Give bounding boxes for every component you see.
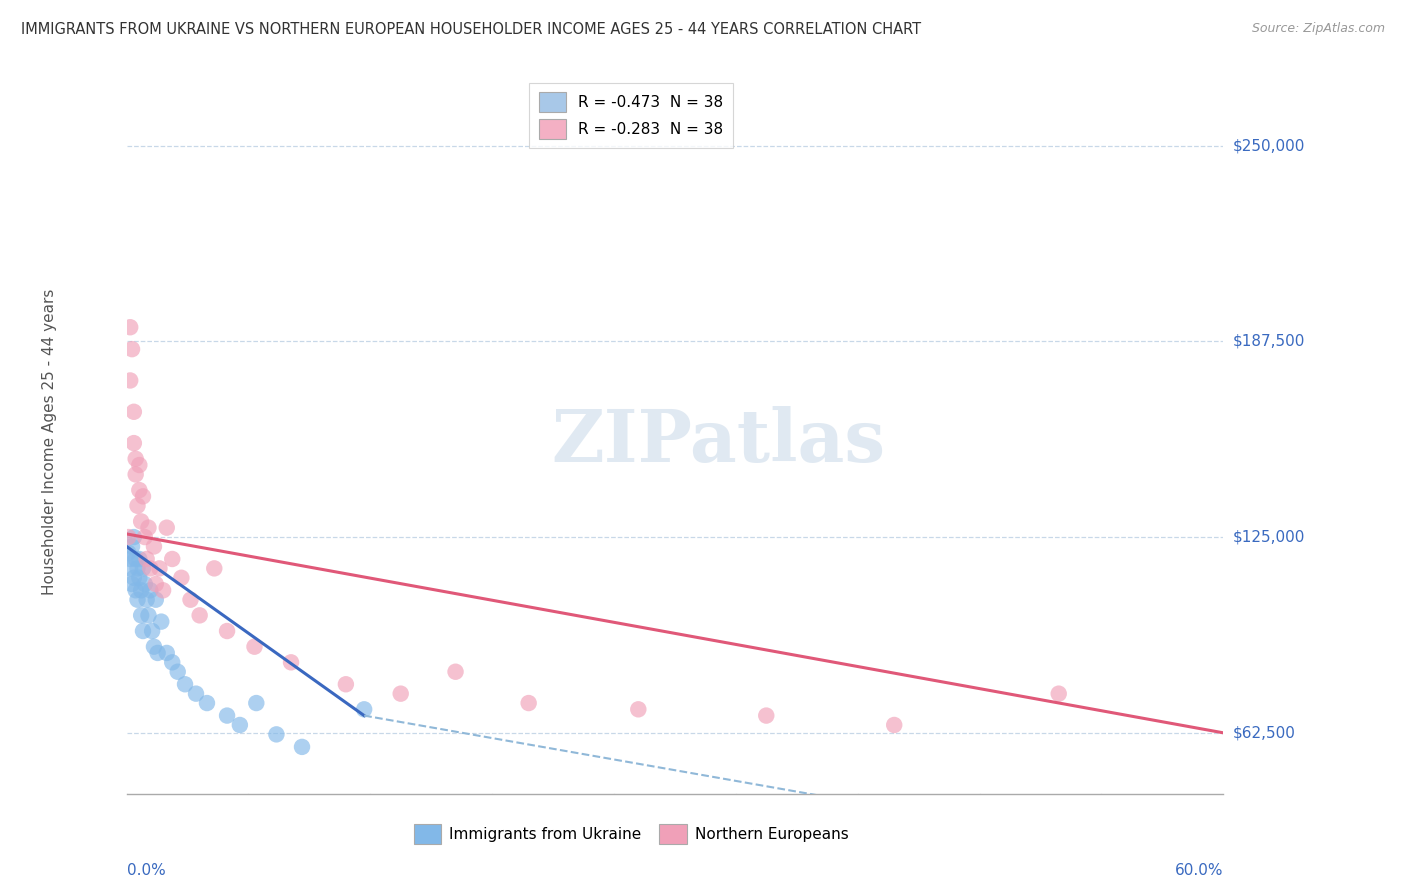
Point (122, 571, 145, 585)
Point (166, 665, 188, 679)
Point (195, 696, 218, 710)
Text: Source: ZipAtlas.com: Source: ZipAtlas.com (1251, 22, 1385, 36)
Point (132, 561, 155, 575)
Text: Householder Income Ages 25 - 44 years: Householder Income Ages 25 - 44 years (42, 288, 58, 595)
Point (389, 687, 412, 701)
Point (170, 571, 193, 585)
Point (162, 552, 183, 566)
Point (122, 530, 145, 544)
Point (162, 656, 183, 670)
Point (134, 530, 156, 544)
Point (124, 552, 148, 566)
Point (146, 646, 169, 660)
Point (117, 546, 139, 560)
Point (243, 640, 266, 654)
Point (1047, 687, 1070, 701)
Point (229, 718, 252, 732)
Text: $187,500: $187,500 (1233, 334, 1305, 349)
Point (124, 451, 148, 466)
Point (180, 592, 202, 607)
Point (145, 577, 167, 591)
Point (117, 530, 139, 544)
Point (217, 708, 239, 723)
Point (291, 739, 314, 754)
Point (122, 436, 145, 450)
Legend: Immigrants from Ukraine, Northern Europeans: Immigrants from Ukraine, Northern Europe… (408, 818, 855, 850)
Point (135, 592, 157, 607)
Point (517, 696, 540, 710)
Point (188, 608, 211, 623)
Point (280, 656, 302, 670)
Point (129, 608, 152, 623)
Point (122, 405, 145, 419)
Text: ZIPatlas: ZIPatlas (551, 406, 886, 477)
Point (138, 521, 160, 535)
Text: 0.0%: 0.0% (127, 863, 166, 878)
Point (132, 489, 155, 503)
Point (755, 708, 778, 723)
Point (156, 521, 179, 535)
Point (128, 571, 150, 585)
Point (156, 646, 179, 660)
Text: $62,500: $62,500 (1233, 725, 1295, 740)
Point (134, 577, 156, 591)
Point (138, 608, 160, 623)
Point (266, 727, 288, 741)
Point (139, 583, 162, 598)
Point (121, 540, 143, 554)
Point (135, 552, 157, 566)
Point (883, 718, 905, 732)
Point (150, 615, 173, 629)
Point (184, 687, 207, 701)
Point (120, 561, 142, 575)
Point (335, 677, 357, 691)
Point (128, 552, 150, 566)
Point (128, 458, 150, 472)
Point (202, 561, 225, 575)
Point (124, 467, 148, 482)
Text: IMMIGRANTS FROM UKRAINE VS NORTHERN EUROPEAN HOUSEHOLDER INCOME AGES 25 - 44 YEA: IMMIGRANTS FROM UKRAINE VS NORTHERN EURO… (21, 22, 921, 37)
Point (217, 624, 239, 638)
Point (121, 577, 143, 591)
Point (128, 483, 150, 497)
Point (129, 515, 152, 529)
Point (143, 540, 166, 554)
Point (152, 583, 174, 598)
Point (627, 702, 650, 716)
Point (120, 552, 142, 566)
Text: 60.0%: 60.0% (1175, 863, 1223, 878)
Point (143, 640, 166, 654)
Point (174, 677, 197, 691)
Point (245, 696, 267, 710)
Point (121, 342, 143, 356)
Point (141, 624, 163, 638)
Point (120, 320, 142, 334)
Point (148, 561, 170, 575)
Point (145, 592, 167, 607)
Point (132, 624, 155, 638)
Text: $125,000: $125,000 (1233, 530, 1305, 544)
Point (127, 592, 149, 607)
Point (120, 374, 142, 388)
Text: $250,000: $250,000 (1233, 138, 1305, 153)
Point (127, 499, 149, 513)
Point (444, 665, 467, 679)
Point (129, 583, 152, 598)
Point (124, 583, 148, 598)
Point (127, 561, 149, 575)
Point (353, 702, 375, 716)
Point (139, 561, 162, 575)
